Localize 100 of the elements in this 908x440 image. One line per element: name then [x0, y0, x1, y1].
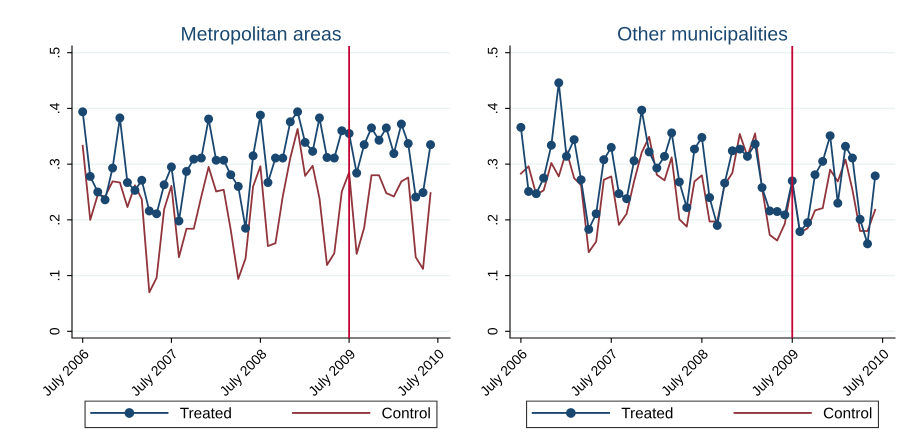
y-tick-label: .3 — [488, 158, 498, 169]
point — [293, 107, 302, 116]
point — [234, 182, 243, 191]
point — [856, 214, 865, 224]
point — [360, 140, 369, 150]
point — [584, 224, 594, 234]
point — [697, 132, 706, 142]
point — [100, 195, 110, 204]
point — [652, 164, 662, 173]
point — [516, 122, 526, 132]
point — [674, 177, 684, 186]
point — [366, 123, 376, 132]
y-tick-label: .1 — [488, 270, 498, 280]
point — [286, 117, 295, 126]
point — [562, 152, 571, 161]
y-tick-label: .5 — [50, 47, 60, 58]
legend-label: Treated — [622, 407, 672, 418]
point — [532, 189, 541, 198]
point — [270, 153, 280, 163]
y-tick-label: .2 — [488, 214, 498, 224]
point — [735, 144, 744, 154]
point — [554, 78, 564, 88]
point — [322, 152, 332, 162]
point — [174, 216, 184, 226]
point — [241, 224, 250, 233]
point — [606, 142, 616, 152]
point — [592, 209, 601, 218]
y-tick-label: .2 — [50, 214, 60, 224]
point — [546, 140, 556, 150]
point — [130, 186, 140, 195]
point — [137, 176, 146, 185]
point — [196, 153, 206, 163]
point — [212, 156, 221, 165]
point — [599, 155, 608, 164]
point — [840, 142, 850, 151]
point — [411, 192, 420, 202]
point — [848, 153, 857, 163]
chart-title: Metropolitan areas — [182, 26, 341, 44]
point — [637, 106, 646, 115]
point — [614, 189, 624, 198]
point — [660, 152, 670, 161]
point — [182, 166, 192, 176]
point — [728, 146, 737, 156]
point — [426, 140, 436, 150]
point — [690, 144, 699, 154]
point — [863, 239, 872, 248]
legend-label: Treated — [180, 407, 231, 418]
point — [204, 114, 214, 124]
point — [418, 188, 428, 198]
point — [314, 113, 324, 122]
point — [189, 154, 198, 164]
point — [108, 164, 118, 173]
point — [166, 162, 176, 172]
point — [705, 193, 714, 202]
y-tick-label: .1 — [50, 270, 60, 280]
point — [622, 194, 632, 204]
point — [667, 128, 676, 138]
point — [682, 203, 692, 212]
point — [396, 120, 406, 129]
line-series — [82, 128, 432, 294]
point — [765, 206, 774, 216]
point — [352, 168, 362, 178]
point — [742, 152, 752, 161]
y-tick-label: .4 — [50, 103, 60, 113]
point — [870, 171, 880, 180]
y-tick-label: .5 — [488, 47, 498, 58]
point — [810, 170, 820, 180]
legend-label: Control — [824, 407, 872, 418]
point — [630, 156, 639, 166]
point — [772, 206, 782, 216]
y-tick-label: 0 — [488, 328, 498, 335]
point — [248, 151, 258, 160]
point — [78, 107, 88, 116]
point — [404, 139, 413, 148]
point — [122, 178, 132, 188]
point — [382, 123, 391, 132]
point — [833, 198, 842, 208]
point — [152, 209, 162, 218]
point — [780, 210, 790, 220]
chart-title: Other municipalities — [618, 26, 788, 44]
line-series — [520, 132, 876, 254]
point — [576, 175, 586, 184]
point — [144, 206, 154, 216]
point — [818, 156, 828, 166]
point — [644, 147, 654, 156]
point — [337, 126, 346, 136]
point — [570, 135, 579, 144]
point — [226, 170, 236, 180]
point — [256, 110, 265, 120]
point — [750, 140, 760, 149]
point — [308, 146, 318, 156]
point — [374, 136, 384, 145]
y-tick-label: .3 — [50, 158, 60, 169]
point — [330, 153, 339, 163]
point — [524, 186, 534, 196]
point — [263, 178, 272, 188]
point — [278, 153, 288, 163]
y-tick-label: 0 — [50, 328, 60, 335]
point — [389, 149, 398, 158]
point — [219, 156, 228, 165]
